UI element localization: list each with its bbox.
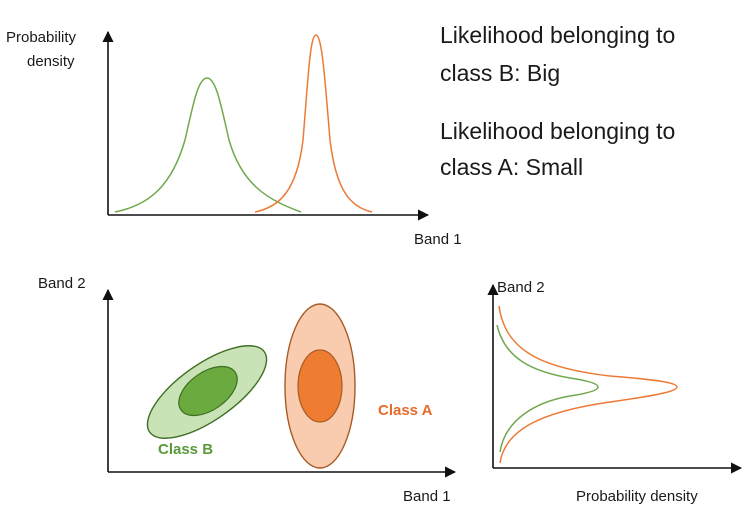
class-b-label: Class B	[158, 441, 214, 458]
likelihood-a-line1: Likelihood belonging to	[440, 118, 676, 144]
top-y-axis-label-line1: Probability	[6, 29, 77, 46]
class-a-side-density-curve	[498, 305, 678, 464]
class-b-density-curve	[114, 77, 302, 213]
likelihood-a-line2: class A: Small	[440, 154, 584, 180]
top-y-axis-label-line2: density	[27, 53, 75, 70]
class-a-inner-ellipse	[297, 349, 343, 423]
likelihood-b-line2: class B: Big	[440, 60, 561, 86]
class-a-density-curve	[254, 34, 373, 213]
scatter-x-axis-label: Band 1	[403, 488, 451, 505]
likelihood-b-line1: Likelihood belonging to	[440, 22, 676, 48]
right-x-axis-label: Probability density	[576, 488, 698, 505]
scatter-y-axis-label: Band 2	[38, 275, 86, 292]
top-x-axis-label: Band 1	[414, 231, 462, 248]
right-y-axis-label: Band 2	[497, 279, 545, 296]
class-b-side-density-curve	[496, 324, 599, 453]
class-b-inner-ellipse	[178, 365, 238, 417]
class-a-label: Class A	[378, 402, 433, 419]
